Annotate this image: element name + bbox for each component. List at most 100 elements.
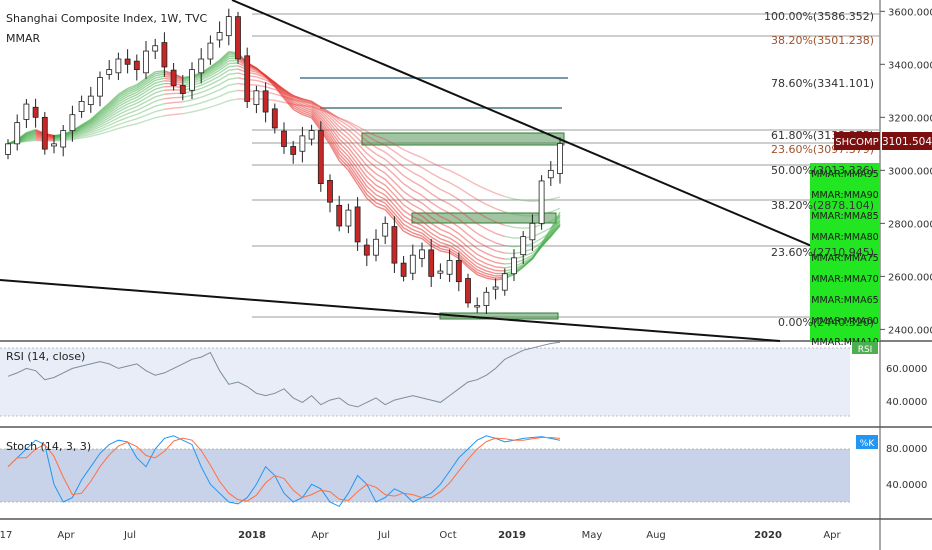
- candle[interactable]: [345, 209, 352, 227]
- candle[interactable]: [143, 50, 149, 74]
- candle[interactable]: [97, 77, 103, 97]
- candle[interactable]: [69, 114, 76, 131]
- candle[interactable]: [32, 106, 39, 118]
- candle[interactable]: [483, 291, 490, 306]
- candle[interactable]: [14, 122, 21, 145]
- rsi-line[interactable]: [7, 341, 561, 408]
- candle[interactable]: [189, 69, 195, 91]
- candle[interactable]: [115, 58, 122, 74]
- mma-line-segment: [421, 220, 432, 230]
- candle[interactable]: [60, 130, 67, 148]
- candle[interactable]: [529, 222, 536, 241]
- mma-line-segment: [90, 120, 101, 128]
- candle[interactable]: [51, 143, 57, 147]
- candle[interactable]: [170, 69, 177, 86]
- candle[interactable]: [327, 180, 333, 203]
- candle[interactable]: [207, 42, 214, 60]
- price-pane[interactable]: [0, 0, 880, 340]
- mma-line-segment: [72, 129, 82, 135]
- candle[interactable]: [446, 260, 453, 275]
- candle[interactable]: [244, 55, 251, 102]
- mma-line-segment: [283, 89, 294, 99]
- mma-line-segment: [164, 96, 174, 100]
- stoch-d-line[interactable]: [7, 437, 561, 502]
- stoch-k-line[interactable]: [7, 435, 561, 508]
- mma-line-segment: [366, 170, 377, 181]
- candle[interactable]: [363, 244, 370, 256]
- candle[interactable]: [106, 69, 113, 75]
- candle[interactable]: [317, 130, 324, 185]
- candle[interactable]: [474, 305, 481, 308]
- mma-line-segment: [458, 255, 469, 266]
- mma-line-segment: [375, 140, 386, 146]
- mma-line-segment: [393, 199, 405, 212]
- candle[interactable]: [23, 103, 30, 120]
- mma-line-segment: [311, 103, 322, 114]
- candle[interactable]: [409, 254, 416, 274]
- candle[interactable]: [437, 270, 444, 274]
- candle[interactable]: [290, 146, 297, 155]
- mma-line-segment: [155, 115, 165, 119]
- stoch-badge: [856, 435, 878, 449]
- time-label: Apr: [823, 530, 841, 541]
- candle[interactable]: [428, 249, 435, 277]
- candle[interactable]: [225, 16, 232, 37]
- candle[interactable]: [336, 204, 343, 227]
- candle[interactable]: [299, 135, 306, 152]
- candlestick-series[interactable]: [5, 8, 563, 315]
- candle[interactable]: [547, 169, 554, 179]
- candle[interactable]: [216, 32, 223, 41]
- mma-line-segment: [412, 225, 423, 231]
- mma-line-segment: [90, 122, 101, 129]
- candle[interactable]: [354, 206, 361, 243]
- candle[interactable]: [161, 42, 168, 68]
- time-axis[interactable]: 17 Apr Jul 2018 Apr Jul Oct 2019 May Aug 2020 Apr: [0, 530, 842, 541]
- mma-line-segment: [440, 166, 450, 172]
- candle[interactable]: [308, 130, 315, 140]
- candle[interactable]: [520, 236, 527, 256]
- mma-line-segment: [357, 158, 368, 172]
- candle[interactable]: [133, 60, 140, 71]
- mma-line-segment: [118, 98, 128, 105]
- breakout-zone[interactable]: [411, 212, 557, 224]
- candle[interactable]: [373, 238, 379, 256]
- candle[interactable]: [5, 143, 11, 155]
- candle[interactable]: [501, 273, 508, 291]
- candle[interactable]: [557, 143, 563, 174]
- candle[interactable]: [538, 180, 545, 224]
- mma-line-segment: [412, 189, 423, 196]
- resistance-zone[interactable]: [361, 132, 565, 146]
- candle[interactable]: [492, 286, 499, 290]
- mma-line-segment: [476, 274, 487, 279]
- candle[interactable]: [179, 85, 186, 94]
- candle[interactable]: [465, 278, 471, 304]
- candle[interactable]: [253, 90, 260, 106]
- candle[interactable]: [41, 116, 48, 150]
- candle[interactable]: [391, 226, 398, 264]
- mma-line-segment: [458, 257, 469, 268]
- mma-line-segment: [384, 172, 395, 183]
- candle[interactable]: [235, 16, 241, 60]
- mma-line-segment: [384, 202, 395, 214]
- candle[interactable]: [271, 108, 278, 129]
- candle[interactable]: [198, 58, 205, 74]
- candle[interactable]: [281, 130, 287, 147]
- candle[interactable]: [262, 90, 269, 113]
- candle[interactable]: [400, 262, 407, 277]
- candle[interactable]: [78, 101, 85, 112]
- candle[interactable]: [124, 58, 131, 65]
- candle[interactable]: [87, 95, 94, 106]
- stoch-tick-80: 80.0000: [886, 444, 927, 455]
- mma-line-segment: [302, 98, 312, 103]
- candle[interactable]: [382, 222, 389, 237]
- mma-line-segment: [366, 185, 377, 196]
- descending-trendline[interactable]: [231, 0, 881, 276]
- candle[interactable]: [419, 249, 425, 259]
- price-axis[interactable]: 3600.000 3400.000 3200.000 3000.000 2800.000…: [880, 7, 932, 336]
- mma-line-segment: [118, 120, 128, 126]
- candle[interactable]: [511, 257, 517, 275]
- lower-trendline[interactable]: [0, 279, 781, 342]
- candle[interactable]: [455, 260, 462, 283]
- candle[interactable]: [152, 45, 159, 52]
